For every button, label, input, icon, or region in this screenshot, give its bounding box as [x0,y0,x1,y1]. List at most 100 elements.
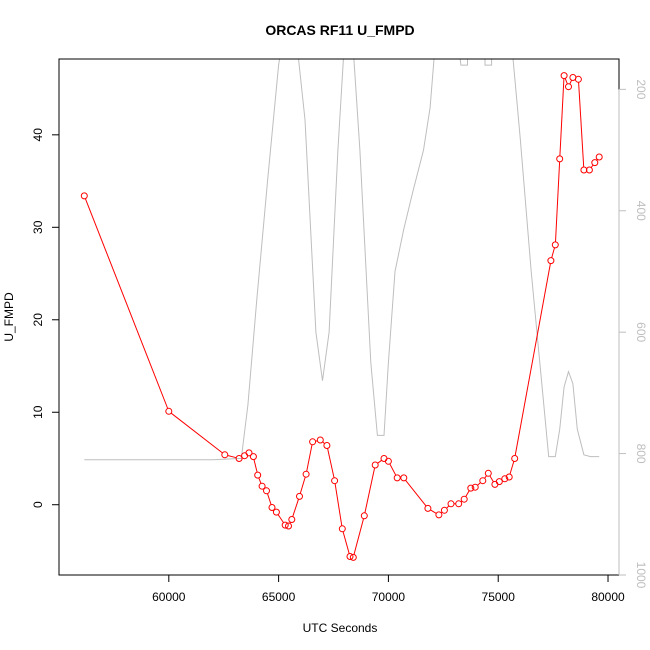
data-point [501,475,509,483]
x-tick-label: 75000 [482,590,516,604]
series-segment [551,247,555,258]
data-point [424,504,432,512]
series-segment [267,493,272,505]
series-segment [258,477,262,484]
data-point [371,461,379,469]
series-segment [353,518,364,555]
series-segment [578,82,585,168]
data-point [263,487,270,495]
x-axis: 60000 65000 70000 75000 80000 [152,574,625,604]
series-pressure-line [84,59,600,461]
data-point [479,477,487,485]
data-point [296,492,303,500]
series-segment [364,467,376,514]
y-tick-label: 10 [31,405,45,419]
data-point [338,525,346,533]
data-point [591,159,599,167]
data-point [302,470,310,478]
data-point [467,484,475,492]
right-tick-label: 400 [634,201,648,221]
data-point [80,192,88,200]
series-segment [327,448,335,478]
data-point [556,155,564,163]
series-segment [489,475,494,483]
series-segment [299,476,306,494]
data-point [495,478,503,486]
right-tick-label: 1000 [634,562,648,589]
series-segment [405,479,427,507]
series-segment [446,505,450,509]
series-segment [514,263,551,456]
data-point [384,457,392,465]
series-u-fmpd [80,72,603,561]
series-segment [430,509,437,514]
series-segment [84,198,169,409]
series-segment [227,455,237,459]
data-point [258,482,266,490]
series-segment [170,412,223,454]
data-point [316,436,324,444]
series-segment [334,483,343,526]
series-segment [253,459,258,473]
data-point [547,257,555,265]
data-point [505,473,513,481]
data-point [435,511,443,519]
data-point [254,471,262,479]
data-point [346,553,354,560]
data-point [272,508,280,516]
data-point [447,500,455,508]
series-segment [559,78,565,156]
x-tick-label: 65000 [262,590,296,604]
data-point [460,495,468,503]
series-segment [389,463,397,476]
series-segment [342,531,350,554]
data-point [241,452,249,460]
data-point [471,483,479,491]
data-point [349,553,357,561]
series-segment [569,79,573,85]
right-tick-label: 800 [634,444,648,464]
y-tick-label: 40 [31,128,45,142]
y-tick-label: 20 [31,313,45,327]
data-point [585,166,593,174]
series-segment [292,499,299,517]
data-point [455,500,463,508]
data-point [560,72,568,80]
data-point [484,469,492,477]
data-point [440,506,448,514]
series-segment [555,161,561,242]
data-point [511,455,519,462]
series-segment [484,475,487,479]
right-axis: 200 400 600 800 1000 [618,79,648,589]
data-point [268,504,276,511]
y-tick-label: 0 [31,501,45,508]
data-point [400,474,408,482]
series-segment [564,78,568,85]
data-point [551,241,559,249]
y-axis: 0 10 20 30 40 [31,128,60,508]
data-point [165,407,173,415]
series-segment [377,459,382,464]
right-tick-label: 600 [634,322,648,342]
series-segment [477,482,481,486]
series-segment [465,490,470,497]
data-point [565,83,572,91]
y-tick-label: 30 [31,220,45,234]
chart-title: ORCAS RF11 U_FMPD [265,22,414,38]
x-tick-label: 60000 [152,590,186,604]
series-segment [306,444,313,472]
data-point [393,474,401,482]
data-point [323,442,331,449]
x-tick-label: 80000 [591,590,625,604]
data-point [360,512,368,520]
data-point [595,153,603,161]
data-point [235,455,243,462]
data-point [288,516,296,523]
series-segment [509,461,515,475]
series-segment [277,514,284,523]
pressure-line [84,59,600,461]
data-point [221,451,229,459]
data-point [245,449,253,457]
right-tick-label: 200 [634,79,648,99]
